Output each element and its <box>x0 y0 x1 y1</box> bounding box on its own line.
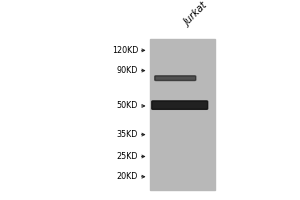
Text: 20KD: 20KD <box>117 172 138 181</box>
FancyBboxPatch shape <box>152 101 208 109</box>
Bar <box>150 39 215 190</box>
Text: Jurkat: Jurkat <box>183 1 210 28</box>
Text: 50KD: 50KD <box>117 101 138 110</box>
Text: 35KD: 35KD <box>117 130 138 139</box>
FancyBboxPatch shape <box>155 76 196 81</box>
Text: 25KD: 25KD <box>117 152 138 161</box>
Text: 90KD: 90KD <box>117 66 138 75</box>
Text: 120KD: 120KD <box>112 46 138 55</box>
